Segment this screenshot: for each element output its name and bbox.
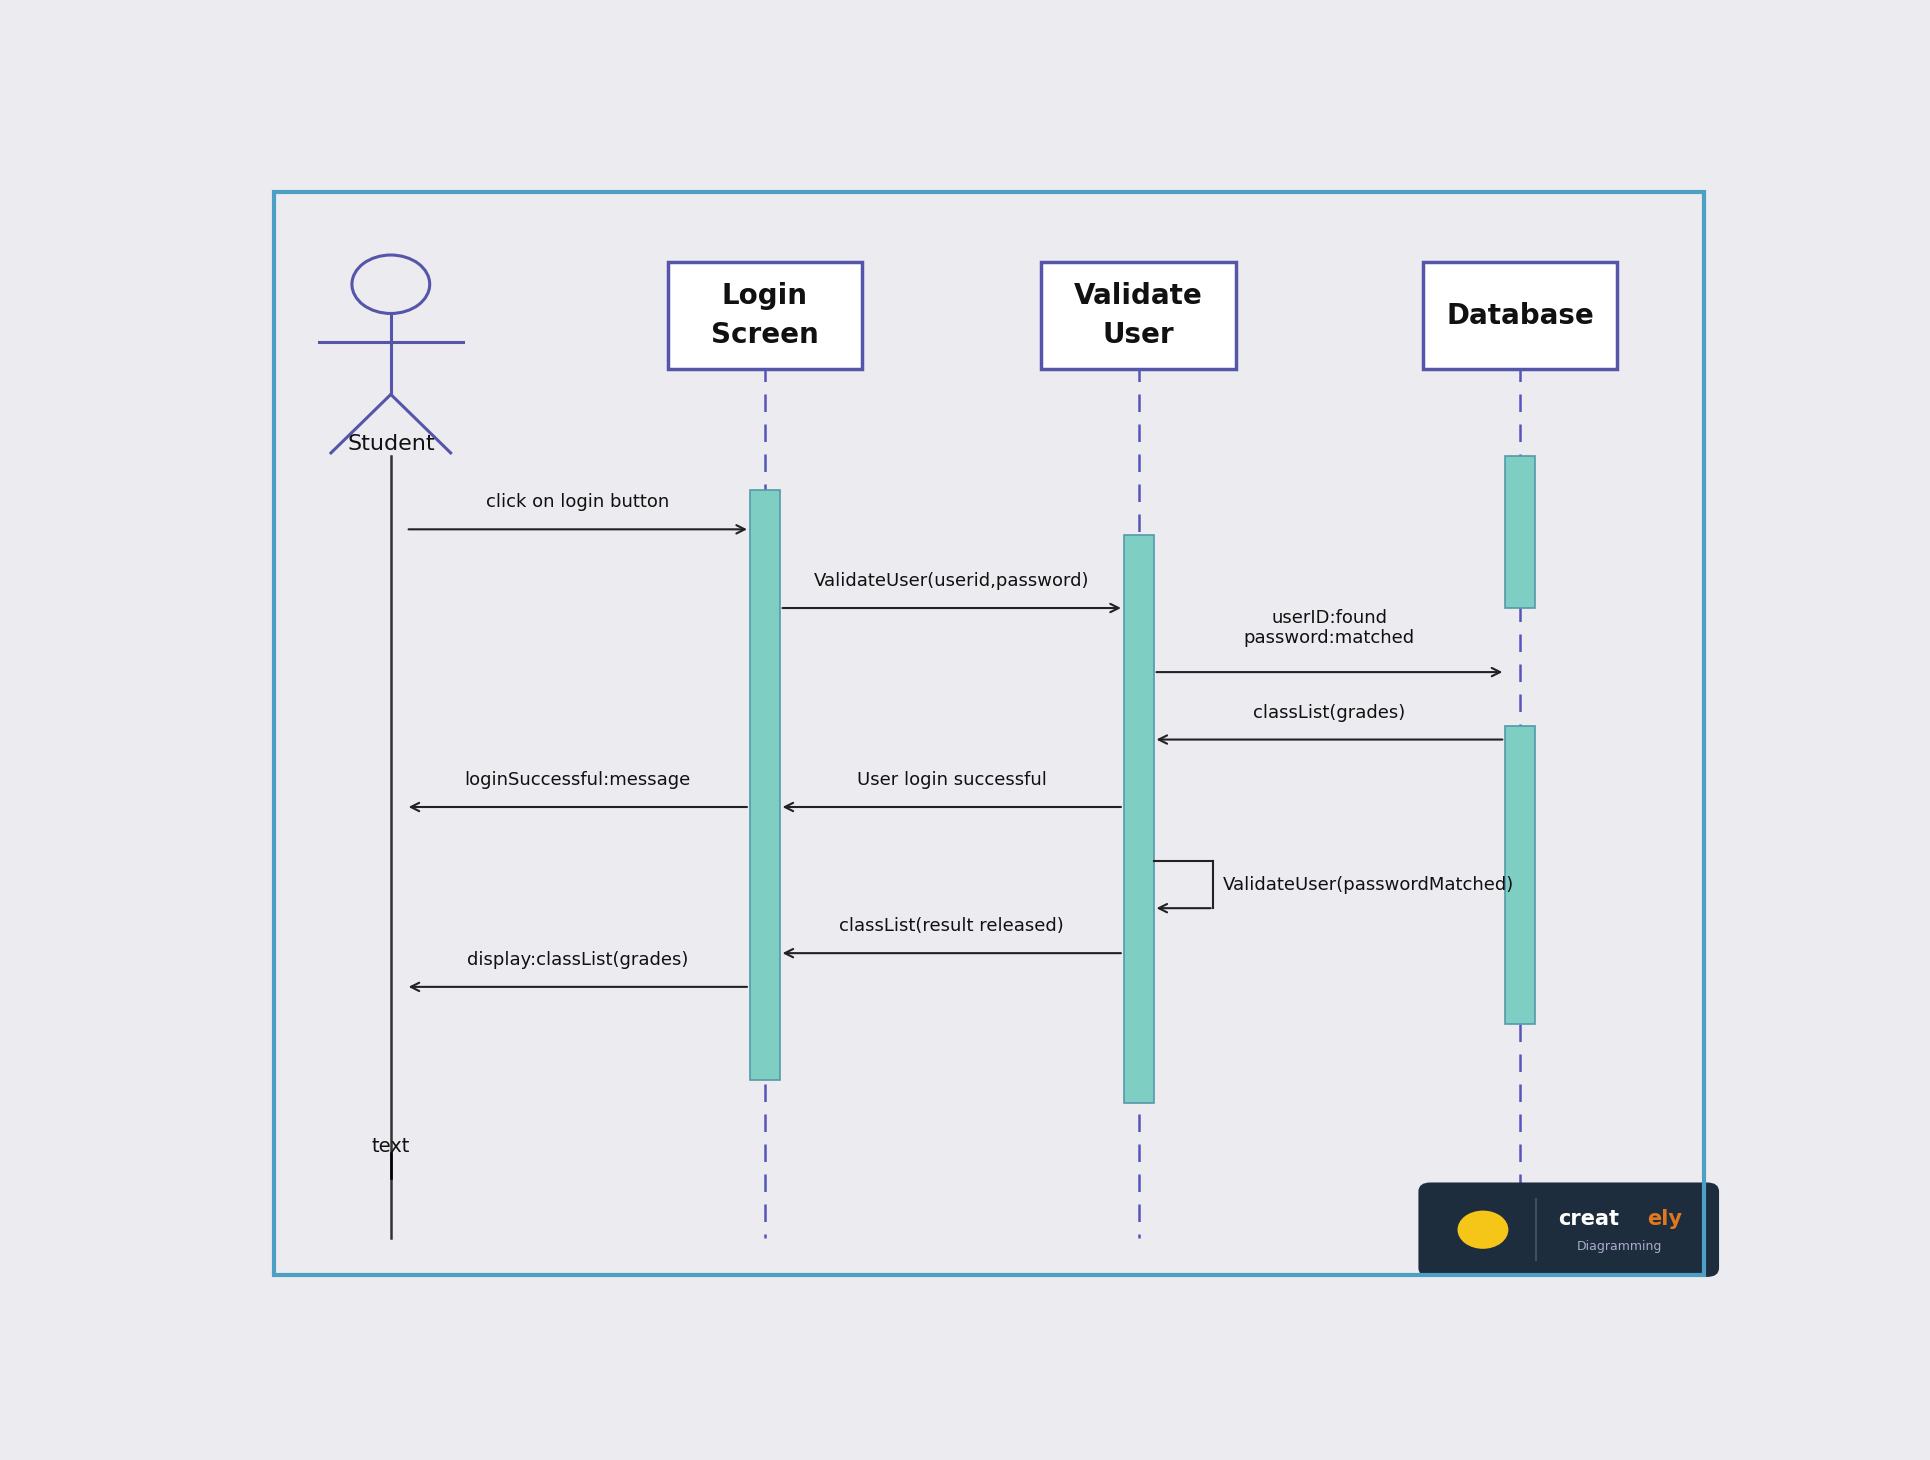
Text: Student: Student: [347, 434, 434, 454]
Circle shape: [1457, 1210, 1509, 1248]
Bar: [1042, 263, 1235, 369]
Bar: [1505, 726, 1534, 1023]
Text: creat: creat: [1558, 1209, 1619, 1229]
Text: click on login button: click on login button: [486, 493, 670, 511]
Text: Diagramming: Diagramming: [1577, 1240, 1662, 1253]
Bar: [1505, 456, 1534, 607]
Text: display:classList(grades): display:classList(grades): [467, 950, 689, 969]
Text: userID:found
password:matched: userID:found password:matched: [1243, 609, 1415, 647]
FancyBboxPatch shape: [1419, 1183, 1720, 1278]
Bar: [1123, 534, 1154, 1102]
Bar: [749, 491, 780, 1080]
Text: classList(grades): classList(grades): [1253, 704, 1405, 721]
Text: Login
Screen: Login Screen: [710, 282, 818, 349]
Text: ValidateUser(userid,password): ValidateUser(userid,password): [814, 572, 1089, 590]
Text: Validate
User: Validate User: [1075, 282, 1202, 349]
Bar: [1422, 263, 1617, 369]
Text: User login successful: User login successful: [857, 771, 1046, 788]
Text: classList(result released): classList(result released): [840, 917, 1063, 936]
Text: loginSuccessful:message: loginSuccessful:message: [465, 771, 691, 788]
Text: text: text: [372, 1136, 409, 1155]
Text: Database: Database: [1446, 302, 1594, 330]
Text: ValidateUser(passwordMatched): ValidateUser(passwordMatched): [1222, 876, 1513, 894]
Text: ely: ely: [1648, 1209, 1683, 1229]
Bar: [668, 263, 863, 369]
